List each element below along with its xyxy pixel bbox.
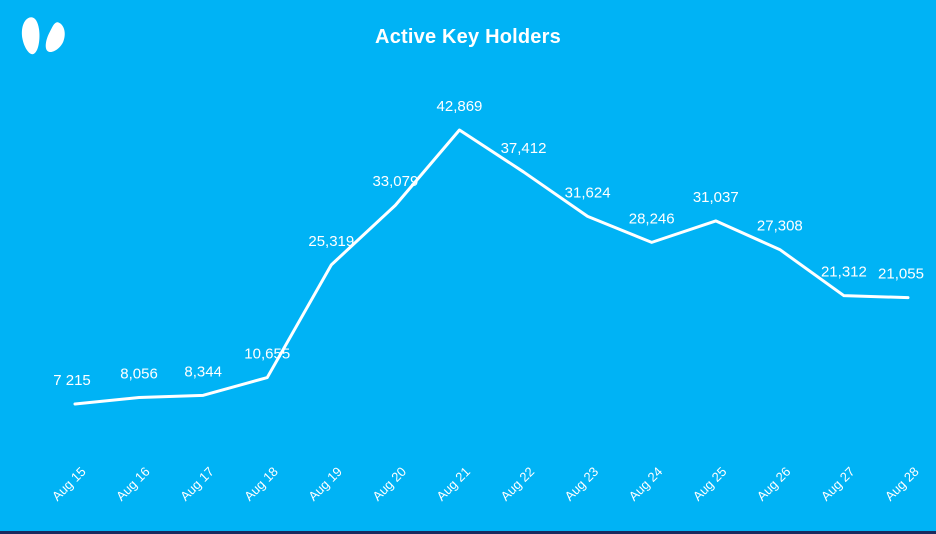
data-label: 25,319 (308, 233, 354, 250)
x-axis-label: Aug 27 (818, 464, 858, 504)
x-axis-label: Aug 18 (241, 464, 281, 504)
two-petal-logo-icon (21, 17, 65, 55)
x-axis-label: Aug 22 (497, 464, 537, 504)
x-axis-label: Aug 16 (113, 464, 153, 504)
data-label: 8,344 (184, 363, 222, 380)
data-label: 42,869 (437, 98, 483, 115)
line-series (73, 128, 910, 406)
data-label: 37,412 (501, 140, 547, 157)
data-label: 21,312 (821, 264, 867, 281)
data-label: 8,056 (120, 366, 158, 383)
bottom-edge-strip (0, 531, 936, 534)
line-series-group (73, 128, 910, 406)
x-axis-label: Aug 28 (882, 464, 922, 504)
data-label: 10,655 (244, 346, 290, 363)
x-axis-labels-group: Aug 15 Aug 16 Aug 17 Aug 18 Aug 19 Aug 20 Aug … (49, 464, 922, 504)
data-label: 7 215 (53, 372, 91, 389)
data-label: 31,624 (565, 184, 611, 201)
x-axis-label: Aug 26 (754, 464, 794, 504)
x-axis-label: Aug 24 (626, 464, 666, 504)
data-label: 31,037 (693, 189, 739, 206)
x-axis-label: Aug 23 (562, 464, 602, 504)
x-axis-label: Aug 17 (177, 464, 217, 504)
data-label: 33,079 (372, 173, 418, 190)
logo-left-petal (21, 17, 40, 55)
x-axis-label: Aug 21 (433, 464, 473, 504)
x-axis-label: Aug 25 (690, 464, 730, 504)
chart-title: Active Key Holders (375, 26, 561, 48)
logo-right-petal (45, 22, 65, 53)
data-label: 21,055 (878, 266, 924, 283)
data-label: 27,308 (757, 218, 803, 235)
x-axis-label: Aug 19 (305, 464, 345, 504)
x-axis-label: Aug 15 (49, 464, 89, 504)
x-axis-label: Aug 20 (369, 464, 409, 504)
data-label: 28,246 (629, 210, 675, 227)
data-labels-group: 7 215 8,056 8,344 10,655 25,319 33,079 42,869 3… (53, 98, 924, 389)
